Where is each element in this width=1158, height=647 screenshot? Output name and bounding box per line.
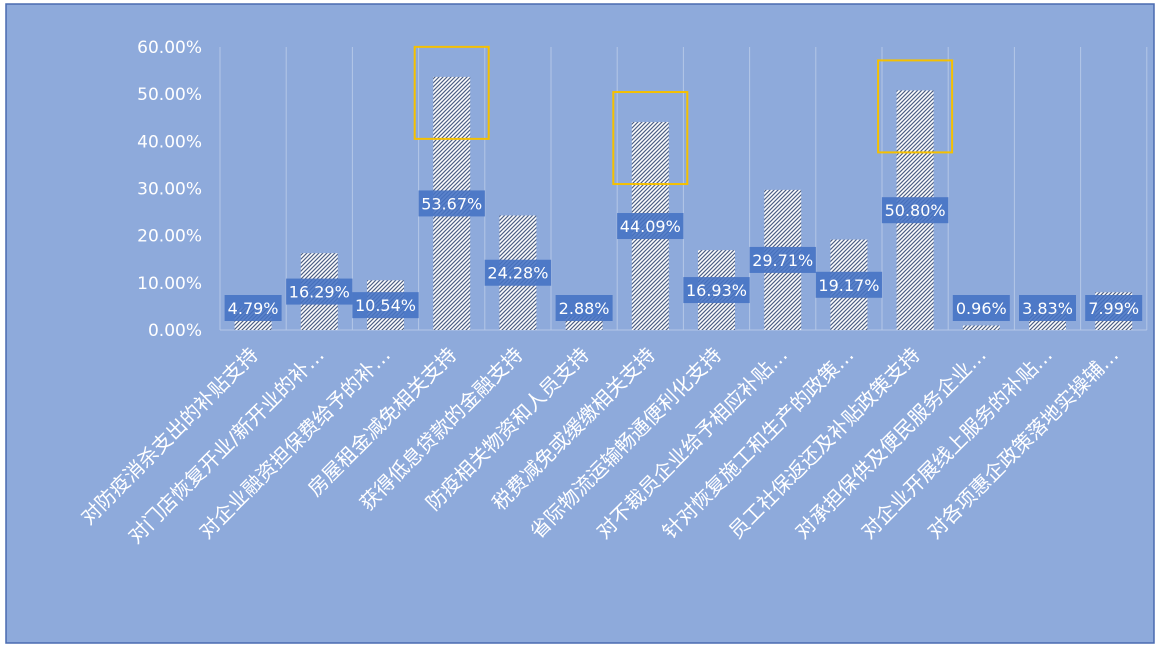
bar — [962, 325, 1000, 330]
y-tick-label: 40.00% — [137, 132, 202, 152]
data-label: 10.54% — [355, 296, 416, 315]
data-label: 2.88% — [559, 299, 610, 318]
y-tick-label: 10.00% — [137, 274, 202, 294]
y-axis: 0.00% 10.00% 20.00% 30.00% 40.00% 50.00% 60.00… — [137, 38, 202, 341]
data-label-box — [749, 246, 816, 273]
data-label: 29.71% — [752, 251, 813, 270]
y-tick-label: 50.00% — [137, 85, 202, 105]
data-label-box — [286, 278, 353, 305]
data-label-box — [1085, 295, 1143, 321]
data-label: 7.99% — [1088, 299, 1139, 318]
highlight-box — [612, 91, 689, 186]
data-label-box — [881, 197, 949, 224]
data-label-box — [555, 295, 613, 321]
data-label-box — [952, 295, 1010, 321]
data-label: 4.79% — [228, 299, 279, 318]
data-label: 50.80% — [885, 201, 946, 220]
y-tick-label: 60.00% — [137, 38, 202, 58]
data-label-box — [484, 259, 552, 286]
data-label-box — [418, 190, 485, 217]
y-tick-label: 0.00% — [148, 321, 202, 341]
data-label-box — [617, 213, 684, 240]
data-label-box — [352, 292, 419, 319]
y-tick-label: 20.00% — [137, 227, 202, 247]
data-labels: 4.79% 16.29% 10.54% 53.67% 24.28% 2.88% 44.09%… — [224, 45, 1143, 321]
data-label: 44.09% — [620, 217, 681, 236]
highlight-box — [413, 45, 490, 140]
data-label: 53.67% — [421, 194, 482, 213]
data-label-box — [224, 295, 282, 321]
data-label-box — [1019, 295, 1076, 321]
data-label: 16.29% — [289, 283, 350, 302]
y-tick-label: 30.00% — [137, 180, 202, 200]
data-label: 24.28% — [487, 264, 548, 283]
data-label-box — [815, 271, 883, 298]
data-label: 19.17% — [818, 276, 879, 295]
data-label: 16.93% — [686, 281, 747, 300]
data-label: 3.83% — [1022, 299, 1073, 318]
data-label-box — [683, 277, 750, 304]
highlight-box — [877, 59, 954, 154]
data-label: 0.96% — [956, 299, 1007, 318]
